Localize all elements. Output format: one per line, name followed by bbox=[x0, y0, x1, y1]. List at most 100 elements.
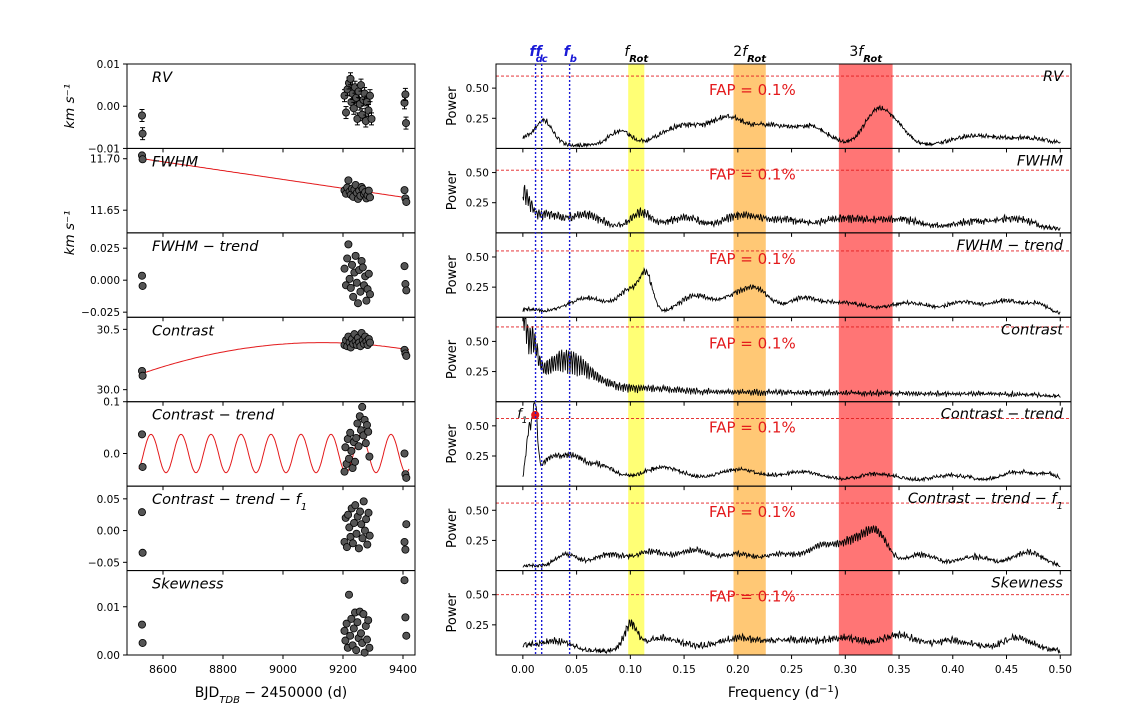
ts-data-point bbox=[138, 281, 147, 290]
ts-panel-4: 0.0 0.1 Contrast − trend bbox=[103, 397, 416, 491]
ts-data-point bbox=[400, 186, 409, 195]
ts-data-point bbox=[401, 613, 410, 622]
ts-ytick-label: 0.000 bbox=[90, 275, 120, 287]
ts-data-point bbox=[345, 274, 354, 283]
ts-data-point bbox=[360, 526, 369, 535]
ts-data-point bbox=[358, 402, 367, 411]
ts-data-point bbox=[359, 497, 368, 506]
ts-data-point bbox=[347, 260, 356, 269]
ts-data-point bbox=[346, 74, 355, 83]
ts-data-point bbox=[365, 290, 374, 299]
ts-ytick-label: 0.025 bbox=[90, 243, 120, 255]
pg-fap-label: FAP = 0.1% bbox=[709, 503, 796, 521]
ts-ytick-label: 0.01 bbox=[97, 59, 120, 71]
ts-panel-label: FWHM bbox=[152, 154, 199, 170]
pg-power-curve bbox=[522, 525, 1061, 569]
ts-data-point bbox=[365, 452, 374, 461]
pg-xtick-label: 0.10 bbox=[619, 664, 642, 676]
ts-ylabel-rv: km s⁻¹ bbox=[62, 84, 78, 129]
ts-data-point bbox=[402, 631, 411, 640]
pg-fap-label: FAP = 0.1% bbox=[709, 250, 796, 268]
pg-power-curve bbox=[522, 184, 1061, 231]
ts-panel-0: −0.01 0.00 0.01 RV bbox=[88, 59, 416, 155]
pg-ylabel: Power bbox=[445, 255, 460, 295]
ts-data-point bbox=[356, 81, 365, 90]
pg-ytick-label: 0.25 bbox=[466, 367, 489, 379]
ts-panel-frame bbox=[126, 570, 416, 656]
pg-ytick-label: 0.25 bbox=[466, 113, 489, 125]
ts-data-point bbox=[344, 510, 353, 519]
pg-ytick-label: 0.25 bbox=[466, 535, 489, 547]
planet-label-c: fc bbox=[536, 44, 548, 65]
ts-data-point bbox=[359, 609, 368, 618]
ts-ytick-label: 11.65 bbox=[90, 205, 120, 217]
ts-ytick-label: 0.00 bbox=[97, 101, 120, 113]
ts-data-point bbox=[352, 529, 361, 538]
ts-data-point bbox=[402, 351, 411, 360]
pg-ytick-label: 0.25 bbox=[466, 198, 489, 210]
pg-xtick-label: 0.40 bbox=[941, 664, 964, 676]
ts-data-point bbox=[347, 446, 356, 455]
rotation-band-1 bbox=[628, 64, 645, 655]
ts-data-point bbox=[400, 538, 409, 547]
ts-data-point bbox=[400, 98, 409, 107]
pg-panel-frame bbox=[495, 63, 1072, 149]
ts-data-point bbox=[362, 635, 371, 644]
ts-data-point bbox=[346, 631, 355, 640]
ts-data-point bbox=[137, 620, 146, 629]
ts-data-point bbox=[349, 292, 358, 301]
ts-data-point bbox=[356, 507, 365, 516]
ts-data-point bbox=[400, 262, 409, 271]
ts-data-point bbox=[364, 616, 373, 625]
ts-data-point bbox=[341, 108, 350, 117]
ts-data-point bbox=[365, 643, 374, 652]
ts-data-point bbox=[400, 576, 409, 585]
ts-data-point bbox=[364, 269, 373, 278]
ts-data-point bbox=[361, 439, 370, 448]
rotation-band-label-1: fRot bbox=[624, 44, 649, 65]
pg-xtick-label: 0.25 bbox=[780, 664, 803, 676]
ts-data-point bbox=[401, 119, 410, 128]
pg-ytick-label: 0.25 bbox=[466, 620, 489, 632]
ts-data-point bbox=[365, 338, 374, 347]
ts-ytick-label: 11.70 bbox=[90, 154, 120, 166]
ts-data-point bbox=[340, 264, 349, 273]
pg-xtick-label: 0.35 bbox=[887, 664, 910, 676]
ts-data-point bbox=[354, 442, 363, 451]
ts-xtick-label: 8600 bbox=[149, 663, 177, 676]
ts-data-point bbox=[356, 629, 365, 638]
ts-xtick-label: 9000 bbox=[269, 663, 297, 676]
peak-marker-f1 bbox=[531, 410, 540, 420]
ts-panel-3: 30.0 30.5 Contrast bbox=[97, 316, 416, 406]
pg-panel-1: FAP = 0.1% 0.25 0.50 Power FWHM bbox=[445, 147, 1072, 237]
ts-ylabel-fwhm: km s⁻¹ bbox=[62, 210, 78, 255]
ts-xtick-label: 9200 bbox=[329, 663, 357, 676]
pg-ytick-label: 0.50 bbox=[466, 168, 489, 180]
ts-ytick-label: −0.01 bbox=[88, 143, 120, 155]
rotation-band-label-2: 2fRot bbox=[733, 44, 767, 65]
ts-data-point bbox=[346, 283, 355, 292]
planet-label-b: fb bbox=[564, 44, 577, 65]
ts-data-point bbox=[349, 624, 358, 633]
pg-ylabel: Power bbox=[445, 424, 460, 464]
ts-data-point bbox=[401, 545, 410, 554]
pg-panel-frame bbox=[495, 316, 1072, 403]
ts-data-point bbox=[362, 296, 371, 305]
ts-ytick-label: 0.0 bbox=[103, 449, 120, 461]
ts-data-point bbox=[350, 457, 359, 466]
pg-power-curve bbox=[522, 104, 1061, 149]
rotation-band-label-3: 3fRot bbox=[849, 44, 883, 65]
ts-panel-label: Contrast − trend bbox=[152, 408, 275, 424]
ts-ytick-label: 0.1 bbox=[103, 397, 120, 409]
pg-ylabel: Power bbox=[445, 592, 460, 632]
ts-data-point bbox=[352, 278, 361, 287]
pg-panel-6: FAP = 0.1% 0.25 0.50 Power Skewness bbox=[445, 570, 1072, 659]
ts-ytick-label: 0.00 bbox=[97, 650, 120, 662]
pg-ylabel: Power bbox=[445, 86, 460, 126]
ts-xtick-label: 9400 bbox=[389, 663, 417, 676]
pg-power-curve bbox=[522, 402, 1061, 483]
pg-panel-5: FAP = 0.1% 0.25 0.50 Power Contrast − trend … bbox=[445, 485, 1072, 575]
ts-ytick-label: −0.025 bbox=[81, 307, 120, 319]
pg-xtick-label: 0.45 bbox=[995, 664, 1018, 676]
